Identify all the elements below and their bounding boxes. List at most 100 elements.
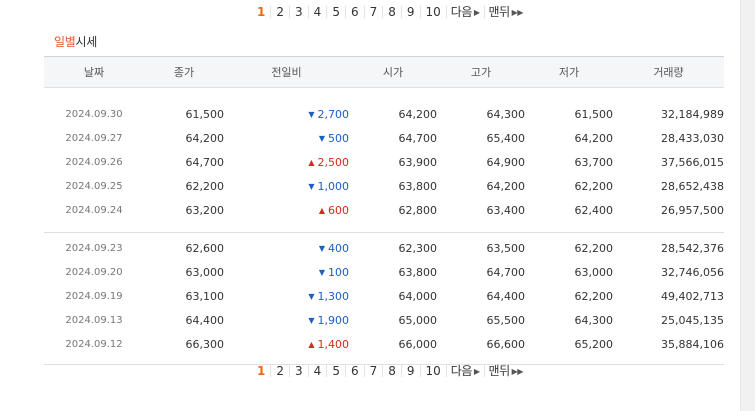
page-link-9[interactable]: 9 [406, 364, 415, 378]
table-row: 2024.09.20 63,000 ▼ 100 63,800 64,700 63,000 32… [44, 260, 724, 284]
page-separator [289, 365, 291, 377]
open-cell: 62,800 [398, 203, 438, 217]
section-title: 일별시세 [54, 33, 97, 50]
close-cell: 62,600 [185, 241, 225, 255]
triangle-down-icon: ▼ [308, 315, 315, 325]
pagination-links: 1 2 3 4 5 6 7 8 9 10 다음 ▶ 맨뒤 ▶▶ [252, 362, 527, 380]
page-separator [270, 6, 272, 18]
page-separator [344, 6, 346, 18]
triangle-up-icon: ▲ [318, 205, 325, 215]
page-separator [289, 6, 291, 18]
change-value: 1,300 [317, 289, 350, 303]
group-divider [44, 222, 724, 236]
scrollbar[interactable] [740, 0, 755, 411]
page-link-1[interactable]: 1 [257, 364, 266, 378]
high-cell: 64,700 [486, 265, 526, 279]
page-separator [344, 365, 346, 377]
spacer-cell [44, 356, 724, 365]
triangle-up-icon: ▲ [308, 157, 315, 167]
page-separator [419, 6, 421, 18]
last-button[interactable]: 맨뒤 ▶▶ [485, 362, 527, 380]
volume-cell: 35,884,106 [661, 337, 724, 351]
page-link-9[interactable]: 9 [406, 5, 415, 19]
open-cell: 63,800 [398, 179, 438, 193]
change-cell: ▼ 100 [224, 260, 349, 284]
volume-cell: 25,045,135 [661, 313, 724, 327]
table-header-row: 날짜 종가 전일비 시가 고가 저가 거래량 [44, 56, 724, 88]
page-link-8[interactable]: 8 [388, 364, 396, 378]
open-cell: 62,300 [398, 241, 438, 255]
page-link-6[interactable]: 6 [350, 5, 359, 19]
page-link-1[interactable]: 1 [257, 5, 266, 19]
page-separator [363, 6, 365, 18]
high-cell: 64,400 [486, 289, 526, 303]
page-link-4[interactable]: 4 [313, 5, 322, 19]
page-link-3[interactable]: 3 [295, 5, 303, 19]
close-cell: 64,400 [185, 313, 225, 327]
page-link-2[interactable]: 2 [276, 5, 285, 19]
low-cell: 63,700 [574, 155, 614, 169]
date-cell: 2024.09.13 [65, 314, 123, 326]
volume-cell: 37,566,015 [661, 155, 724, 169]
volume-cell: 28,433,030 [661, 131, 724, 145]
header-volume: 거래량 [653, 66, 684, 79]
low-cell: 62,200 [574, 241, 614, 255]
page-link-10[interactable]: 10 [425, 5, 441, 19]
page-separator [382, 6, 384, 18]
next-button[interactable]: 다음 ▶ [447, 362, 484, 380]
high-cell: 64,200 [486, 179, 526, 193]
page-link-7[interactable]: 7 [369, 364, 378, 378]
change-value: 500 [328, 131, 349, 145]
change-cell: ▼ 500 [224, 126, 349, 150]
page-separator [400, 6, 402, 18]
table-body: 2024.09.30 61,500 ▼ 2,700 64,200 64,300 61,500… [44, 88, 724, 365]
page-separator [445, 6, 447, 18]
next-button[interactable]: 다음 ▶ [447, 3, 484, 21]
last-button[interactable]: 맨뒤 ▶▶ [485, 3, 527, 21]
page-link-5[interactable]: 5 [332, 364, 340, 378]
page-link-2[interactable]: 2 [276, 364, 285, 378]
page-separator [307, 365, 309, 377]
date-cell: 2024.09.24 [65, 204, 123, 216]
page-separator [445, 365, 447, 377]
page-link-8[interactable]: 8 [388, 5, 396, 19]
triangle-down-icon: ▼ [308, 181, 315, 191]
open-cell: 64,700 [398, 131, 438, 145]
open-cell: 66,000 [398, 337, 438, 351]
pagination-links: 1 2 3 4 5 6 7 8 9 10 다음 ▶ 맨뒤 ▶▶ [252, 3, 527, 21]
low-cell: 65,200 [574, 337, 614, 351]
page-link-3[interactable]: 3 [295, 364, 303, 378]
pagination-bottom: 1 2 3 4 5 6 7 8 9 10 다음 ▶ 맨뒤 ▶▶ [0, 361, 755, 381]
page-link-4[interactable]: 4 [313, 364, 322, 378]
page-separator [363, 365, 365, 377]
table-row: 2024.09.30 61,500 ▼ 2,700 64,200 64,300 61,500… [44, 102, 724, 126]
date-cell: 2024.09.27 [65, 132, 123, 144]
triangle-down-icon: ▼ [308, 291, 315, 301]
low-cell: 62,200 [574, 179, 614, 193]
change-value: 2,500 [317, 155, 350, 169]
change-value: 1,400 [317, 337, 350, 351]
close-cell: 66,300 [185, 337, 225, 351]
change-cell: ▼ 1,900 [224, 308, 349, 332]
page-separator [419, 365, 421, 377]
change-value: 1,900 [317, 313, 350, 327]
page-link-10[interactable]: 10 [425, 364, 441, 378]
high-cell: 65,500 [486, 313, 526, 327]
header-high: 고가 [470, 66, 492, 79]
close-cell: 64,200 [185, 131, 225, 145]
change-value: 1,000 [317, 179, 350, 193]
double-triangle-right-icon: ▶▶ [511, 367, 524, 376]
change-cell: ▼ 1,300 [224, 284, 349, 308]
page-link-5[interactable]: 5 [332, 5, 340, 19]
open-cell: 64,000 [398, 289, 438, 303]
close-cell: 63,000 [185, 265, 225, 279]
high-cell: 63,400 [486, 203, 526, 217]
change-value: 400 [328, 241, 349, 255]
change-value: 100 [328, 265, 349, 279]
page-link-7[interactable]: 7 [369, 5, 378, 19]
date-cell: 2024.09.12 [65, 338, 123, 350]
close-cell: 61,500 [185, 107, 225, 121]
table-row: 2024.09.26 64,700 ▲ 2,500 63,900 64,900 63,700… [44, 150, 724, 174]
page-link-6[interactable]: 6 [350, 364, 359, 378]
volume-cell: 32,746,056 [661, 265, 724, 279]
